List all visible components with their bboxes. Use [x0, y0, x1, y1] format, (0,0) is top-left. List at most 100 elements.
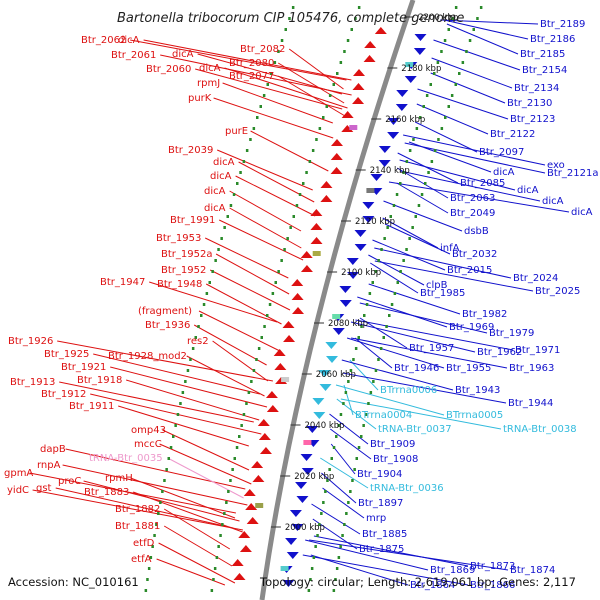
- label-connector: [126, 379, 260, 421]
- guide-dot: [345, 512, 348, 515]
- forward-gene-arrow: [387, 132, 400, 139]
- guide-dot: [165, 468, 168, 471]
- guide-dot: [231, 468, 234, 471]
- right-gene-label: dicA: [517, 185, 539, 196]
- left-gene-label: purK: [188, 93, 212, 104]
- guide-dot: [342, 402, 345, 405]
- guide-dot: [377, 358, 380, 361]
- kbp-label: 2160 kbp: [385, 115, 425, 125]
- guide-dot: [280, 39, 284, 42]
- kbp-label: 2020 kbp: [294, 472, 334, 482]
- right-gene-label: Btr_1875: [359, 544, 404, 555]
- guide-dot: [202, 303, 206, 306]
- kbp-label: 2040 kbp: [305, 421, 345, 431]
- guide-dot: [339, 413, 343, 416]
- guide-dot: [210, 589, 214, 592]
- left-gene-label: Btr_1883: [84, 487, 129, 498]
- guide-dot: [396, 281, 399, 284]
- right-gene-label: Btr_1909: [370, 439, 415, 450]
- left-gene-label: Btr_2061: [111, 50, 156, 61]
- reverse-gene-arrow: [300, 265, 313, 272]
- guide-dot: [315, 138, 318, 141]
- guide-dot: [374, 270, 377, 273]
- label-connector: [193, 324, 267, 366]
- forward-gene-arrow: [313, 412, 326, 419]
- forward-gene-arrow: [362, 202, 375, 209]
- label-connector: [118, 405, 249, 447]
- guide-dot: [225, 501, 228, 504]
- right-gene-label: Btr_1897: [358, 498, 403, 509]
- right-gene-label: Btr_1943: [455, 385, 500, 396]
- guide-dot: [318, 523, 321, 526]
- label-connector: [388, 181, 570, 213]
- guide-dot: [433, 72, 436, 75]
- label-connector: [59, 381, 254, 423]
- guide-dot: [382, 336, 385, 339]
- left-gene-label: mccC: [134, 439, 162, 450]
- forward-gene-arrow: [354, 244, 367, 251]
- guide-dot: [351, 479, 354, 482]
- right-gene-label: Btr_2189: [540, 19, 585, 30]
- guide-dot: [324, 490, 327, 493]
- right-gene-label: dicA: [542, 196, 564, 207]
- label-connector: [229, 207, 302, 249]
- guide-dot: [411, 226, 414, 229]
- right-gene-label: Btr_2121a: [547, 168, 598, 179]
- left-gene-label: proC: [58, 476, 81, 487]
- reverse-gene-arrow: [364, 41, 377, 48]
- guide-dot: [213, 567, 217, 570]
- reverse-gene-arrow: [266, 405, 279, 412]
- guide-dot: [430, 160, 434, 163]
- label-connector: [446, 23, 519, 55]
- right-gene-label: Btr_1985: [420, 288, 465, 299]
- guide-dot: [332, 589, 336, 592]
- guide-dot: [273, 61, 277, 64]
- label-connector: [195, 68, 343, 110]
- guide-dot: [284, 28, 287, 31]
- forward-gene-arrow: [414, 34, 427, 41]
- label-connector: [374, 260, 534, 292]
- guide-dot: [310, 567, 314, 570]
- right-gene-label: Btr_1866: [470, 580, 515, 591]
- guide-dot: [420, 193, 424, 196]
- gene-block: [332, 314, 341, 319]
- guide-dot: [328, 94, 332, 97]
- guide-dot: [408, 237, 411, 240]
- gene-block: [303, 440, 312, 445]
- guide-dot: [393, 292, 397, 295]
- right-gene-label: Btr_1904: [357, 469, 402, 480]
- guide-dot: [309, 578, 312, 581]
- dotted-guide-arcs: [144, 6, 483, 592]
- forward-gene-arrow: [378, 160, 391, 167]
- guide-dot: [289, 226, 292, 229]
- label-connector: [374, 247, 512, 279]
- forward-gene-arrow: [395, 104, 408, 111]
- reverse-gene-arrow: [330, 153, 343, 160]
- label-connector: [444, 19, 529, 40]
- guide-dot: [318, 127, 322, 130]
- label-connector: [277, 75, 346, 117]
- reverse-gene-arrow: [341, 111, 354, 118]
- guide-dot: [402, 259, 405, 262]
- forward-gene-arrow: [295, 482, 308, 489]
- label-connector: [159, 443, 252, 485]
- gene-block: [312, 251, 321, 256]
- guide-dot: [189, 358, 192, 361]
- forward-gene-arrow: [354, 230, 367, 237]
- guide-dot: [383, 237, 386, 240]
- right-gene-label: Btr_1874: [510, 565, 555, 576]
- forward-gene-arrow: [326, 356, 339, 363]
- reverse-gene-arrow: [257, 419, 270, 426]
- left-gene-label: etfA: [131, 554, 152, 565]
- right-gene-label: Btr_2122: [490, 129, 535, 140]
- guide-dot: [179, 402, 182, 405]
- guide-dot: [229, 204, 233, 207]
- guide-dot: [153, 534, 156, 537]
- guide-dot: [305, 171, 308, 174]
- reverse-gene-arrow: [258, 433, 271, 440]
- guide-dot: [221, 523, 224, 526]
- guide-dot: [147, 567, 151, 570]
- left-gene-label: res2: [187, 336, 209, 347]
- label-connector: [396, 167, 449, 199]
